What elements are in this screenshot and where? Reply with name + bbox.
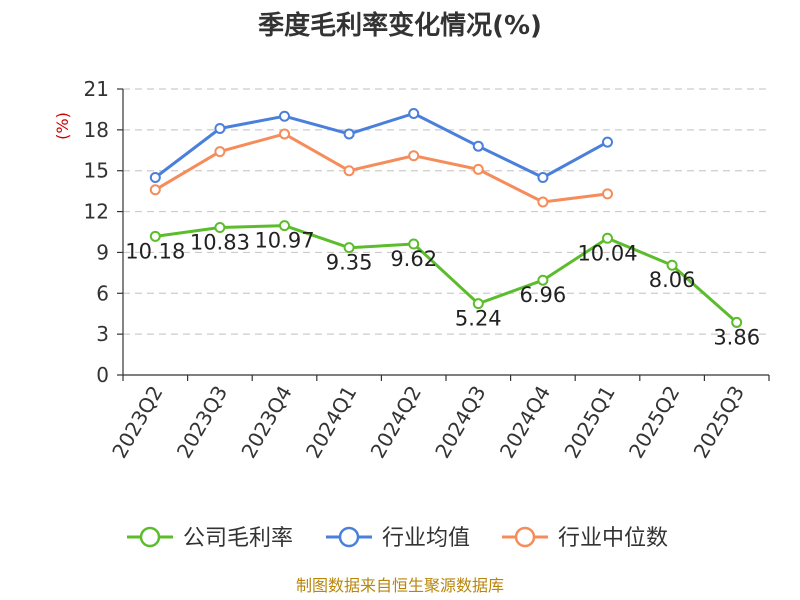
y-tick-label-21: 21: [84, 77, 109, 101]
series-0-point-2023Q2: [149, 230, 161, 242]
x-tick-label-2025Q3: 2025Q3: [689, 382, 749, 463]
series-0-point-2024Q3: [472, 298, 484, 310]
data-label-2024Q2: 9.62: [390, 247, 437, 271]
y-axis-ticks: 0 3 6 9 12 15 18 21: [84, 77, 109, 387]
x-tick-label-2024Q1: 2024Q1: [301, 382, 361, 463]
data-label-2025Q3: 3.86: [713, 325, 760, 349]
legend-label-0: 公司毛利率: [183, 526, 293, 551]
series-1-point-2025Q1: [602, 136, 613, 148]
axes: [117, 88, 770, 381]
x-tick-label-2024Q4: 2024Q4: [495, 382, 555, 463]
source-note: 制图数据来自恒生聚源数据库: [296, 576, 504, 595]
legend-item-1: 行业均值: [326, 526, 470, 551]
series-2-point-2024Q2: [408, 150, 420, 162]
series-1-point-2023Q4: [279, 110, 290, 122]
series-0-point-2025Q2: [666, 259, 678, 271]
data-labels: 10.18 10.83 10.97 9.35 9.62 5.24 6.96 10.04 8.06…: [125, 229, 760, 350]
series-1-point-2024Q2: [408, 108, 420, 120]
series-0-point-2023Q4: [279, 220, 290, 232]
x-tick-label-2025Q2: 2025Q2: [624, 382, 684, 463]
series-line-1: [154, 112, 609, 179]
series-2-point-2023Q2: [149, 184, 161, 196]
series-0-point-2025Q3: [731, 316, 743, 328]
y-tick-label-18: 18: [84, 118, 109, 142]
data-label-2025Q2: 8.06: [649, 268, 696, 292]
data-label-2023Q4: 10.97: [254, 229, 314, 253]
series-1-point-2023Q2: [149, 172, 161, 184]
series-line-0: [155, 224, 738, 324]
series-0-point-2025Q1: [602, 232, 613, 244]
x-axis-ticks: 2023Q2 2023Q3 2023Q4 2024Q1 2024Q2 2024Q3 2024…: [107, 382, 749, 463]
legend-marker-2: [514, 526, 536, 548]
chart-title: 季度毛利率变化情况(%): [258, 10, 542, 41]
legend-item-2: 行业中位数: [502, 526, 668, 551]
y-tick-label-0: 0: [96, 363, 109, 387]
data-label-2023Q2: 10.18: [125, 239, 185, 263]
x-tick-label-2025Q1: 2025Q1: [559, 382, 619, 463]
legend-marker-0: [139, 526, 161, 548]
x-tick-label-2024Q2: 2024Q2: [366, 382, 426, 463]
series-2-point-2023Q4: [279, 128, 290, 140]
data-label-2024Q4: 6.96: [520, 283, 567, 307]
x-tick-label-2023Q2: 2023Q2: [107, 382, 167, 463]
y-axis-unit: (%): [53, 112, 72, 140]
series-0-point-2024Q1: [343, 242, 355, 254]
series-1-point-2024Q3: [472, 140, 484, 152]
series-0-point-2024Q4: [537, 274, 549, 286]
legend-marker-1: [338, 526, 360, 548]
series-line-2: [154, 132, 608, 204]
legend-label-2: 行业中位数: [558, 526, 668, 551]
series-2-point-2024Q3: [472, 163, 484, 175]
legend: 公司毛利率 行业均值 行业中位数: [127, 526, 668, 551]
y-tick-label-6: 6: [96, 281, 109, 305]
series-1-point-2024Q1: [343, 128, 355, 140]
y-tick-label-12: 12: [84, 200, 109, 224]
series-1-point-2024Q4: [537, 172, 549, 184]
data-label-2023Q3: 10.83: [190, 231, 250, 255]
series-2-point-2025Q1: [602, 188, 613, 200]
series-0-point-2024Q2: [408, 238, 420, 250]
series-0-point-2023Q3: [214, 222, 226, 234]
x-tick-label-2023Q4: 2023Q4: [236, 382, 296, 463]
legend-item-0: 公司毛利率: [127, 526, 293, 551]
series-group: [149, 108, 743, 328]
y-tick-label-3: 3: [96, 322, 109, 346]
data-label-2025Q1: 10.04: [577, 241, 637, 265]
y-tick-label-15: 15: [84, 159, 109, 183]
y-tick-label-9: 9: [96, 240, 109, 264]
legend-label-1: 行业均值: [382, 526, 470, 551]
series-2-point-2024Q1: [343, 165, 355, 177]
data-label-2024Q3: 5.24: [455, 307, 502, 331]
series-2-point-2023Q3: [214, 146, 226, 158]
data-label-2024Q1: 9.35: [326, 251, 373, 275]
series-1-point-2023Q3: [214, 122, 226, 134]
x-tick-label-2023Q3: 2023Q3: [172, 382, 232, 463]
series-2-point-2024Q4: [537, 196, 549, 208]
x-tick-label-2024Q3: 2024Q3: [430, 382, 490, 463]
